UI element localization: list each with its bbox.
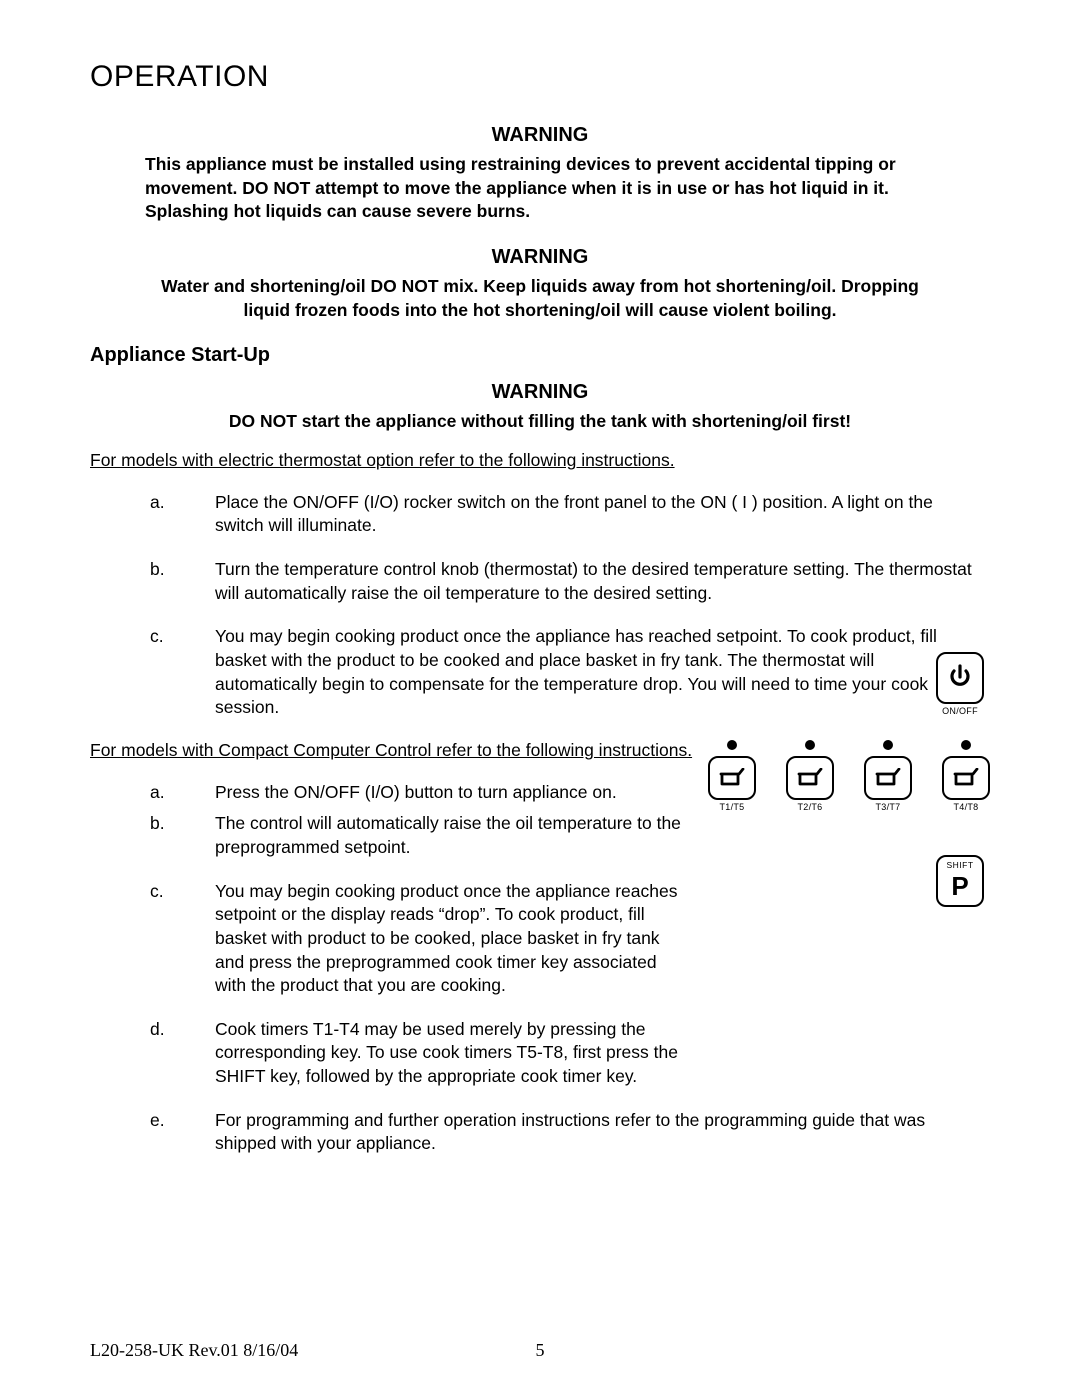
timer-keycap <box>786 756 834 800</box>
timer-buttons-figure: T1/T5 T2/T6 T3/T7 <box>708 740 990 812</box>
item-text: For programming and further operation in… <box>215 1109 990 1156</box>
timer-keycap <box>708 756 756 800</box>
timer-label: T4/T8 <box>953 802 978 812</box>
timer-key-t1: T1/T5 <box>708 740 756 812</box>
list-item: b. The control will automatically raise … <box>150 812 990 859</box>
item-text: Turn the temperature control knob (therm… <box>215 558 990 605</box>
onoff-button-figure: ON/OFF <box>930 652 990 716</box>
shift-button-figure: SHIFT P <box>930 855 990 907</box>
shift-keycap: SHIFT P <box>936 855 984 907</box>
led-icon <box>883 740 893 750</box>
timer-label: T2/T6 <box>797 802 822 812</box>
timer-key-t4: T4/T8 <box>942 740 990 812</box>
computer-list: a. Press the ON/OFF (I/O) button to turn… <box>90 781 990 1156</box>
list-item: d. Cook timers T1-T4 may be used merely … <box>150 1018 990 1089</box>
list-item: b. Turn the temperature control knob (th… <box>150 558 990 605</box>
item-letter: d. <box>150 1018 215 1089</box>
footer-page-number: 5 <box>90 1340 990 1361</box>
led-icon <box>961 740 971 750</box>
onoff-keycap <box>936 652 984 704</box>
basket-icon <box>719 768 745 788</box>
electric-instructions-line: For models with electric thermostat opti… <box>90 450 990 471</box>
shift-label: SHIFT <box>938 860 982 870</box>
warning-3-body: DO NOT start the appliance without filli… <box>90 410 990 434</box>
electric-list: a. Place the ON/OFF (I/O) rocker switch … <box>90 491 990 720</box>
page-footer: 5 L20-258-UK Rev.01 8/16/04 <box>90 1340 990 1361</box>
timer-key-t3: T3/T7 <box>864 740 912 812</box>
warning-1-body: This appliance must be installed using r… <box>90 153 990 224</box>
warning-2-title: WARNING <box>90 246 990 269</box>
item-letter: b. <box>150 558 215 605</box>
onoff-label: ON/OFF <box>942 706 978 716</box>
basket-icon <box>875 768 901 788</box>
item-letter: a. <box>150 781 215 805</box>
timer-label: T1/T5 <box>719 802 744 812</box>
item-letter: c. <box>150 880 215 998</box>
warning-1-title: WARNING <box>90 124 990 147</box>
page-title: OPERATION <box>90 60 990 94</box>
list-item: e. For programming and further operation… <box>150 1109 990 1156</box>
shift-keycap-wrap: SHIFT P <box>930 855 990 907</box>
shift-p-letter: P <box>951 871 968 902</box>
section-startup-heading: Appliance Start-Up <box>90 344 990 367</box>
led-icon <box>805 740 815 750</box>
item-text: Cook timers T1-T4 may be used merely by … <box>215 1018 990 1089</box>
warning-3-title: WARNING <box>90 381 990 404</box>
power-icon <box>949 664 971 692</box>
onoff-keycap-wrap: ON/OFF <box>930 652 990 716</box>
list-item: c. You may begin cooking product once th… <box>150 625 990 720</box>
item-letter: b. <box>150 812 215 859</box>
timer-label: T3/T7 <box>875 802 900 812</box>
list-item: c. You may begin cooking product once th… <box>150 880 990 998</box>
basket-icon <box>953 768 979 788</box>
timer-keycap <box>942 756 990 800</box>
list-item: a. Place the ON/OFF (I/O) rocker switch … <box>150 491 990 538</box>
item-letter: e. <box>150 1109 215 1156</box>
basket-icon <box>797 768 823 788</box>
item-letter: a. <box>150 491 215 538</box>
timer-key-t2: T2/T6 <box>786 740 834 812</box>
led-icon <box>727 740 737 750</box>
item-text: The control will automatically raise the… <box>215 812 990 859</box>
item-letter: c. <box>150 625 215 720</box>
item-text: You may begin cooking product once the a… <box>215 880 990 998</box>
item-text: Place the ON/OFF (I/O) rocker switch on … <box>215 491 990 538</box>
item-text: You may begin cooking product once the a… <box>215 625 990 720</box>
warning-2-body: Water and shortening/oil DO NOT mix. Kee… <box>90 275 990 322</box>
timer-keycap <box>864 756 912 800</box>
page-root: OPERATION WARNING This appliance must be… <box>0 0 1080 1397</box>
